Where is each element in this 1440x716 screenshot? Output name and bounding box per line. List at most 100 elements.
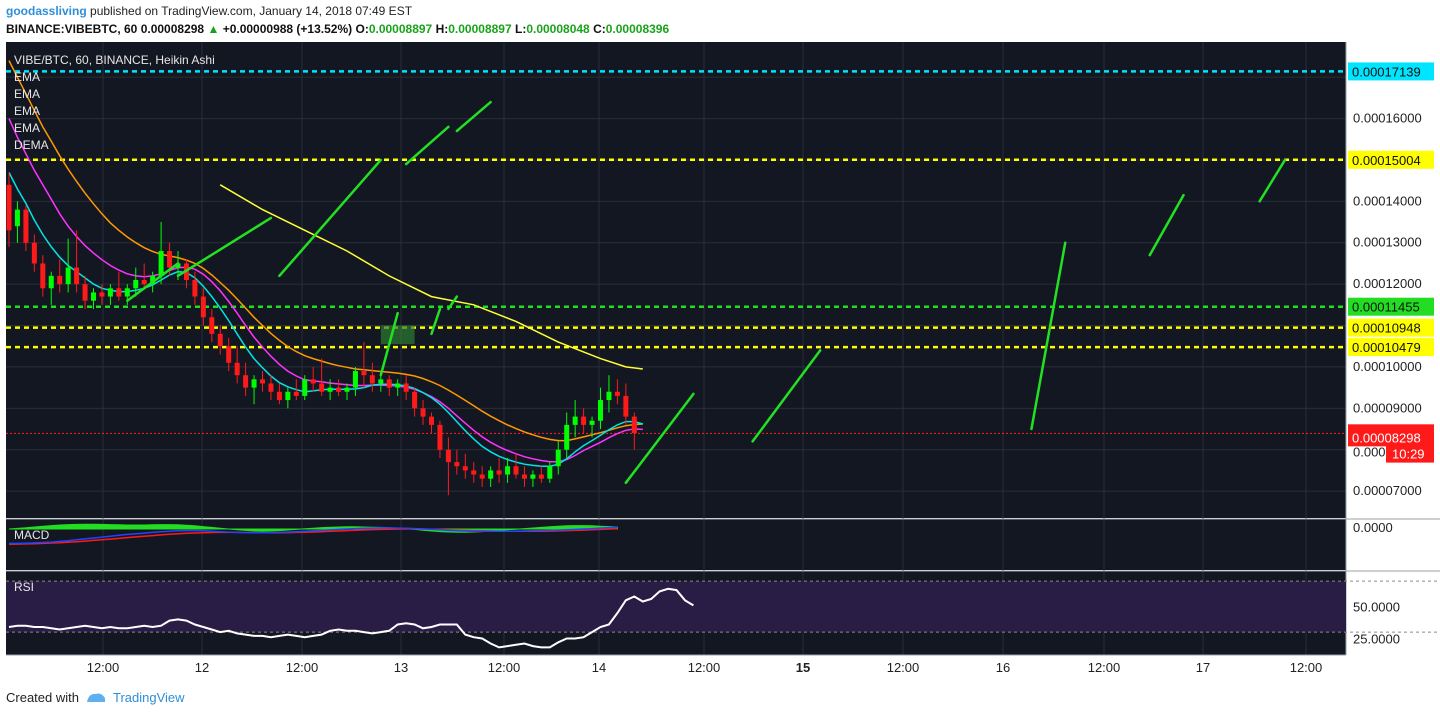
candle-bull <box>48 275 54 289</box>
candle-bear <box>462 466 468 471</box>
level-price-tag <box>1348 62 1434 81</box>
close-value: 0.00008396 <box>605 22 670 36</box>
candle-bull <box>530 474 536 479</box>
trend-segment <box>379 311 399 377</box>
y-tick-label: 0.00014000 <box>1353 193 1422 208</box>
x-tick-label: 12:00 <box>1088 660 1121 675</box>
y-tick-label: 0.00013000 <box>1353 235 1422 250</box>
candle-bull <box>327 387 333 392</box>
level-price-label: 0.00015004 <box>1352 153 1421 168</box>
rsi-line <box>8 587 694 649</box>
symbol-text: BINANCE:VIBEBTC, 60 <box>6 22 138 36</box>
candle-bull <box>133 280 139 289</box>
candle-bear <box>74 267 80 285</box>
candle-bear <box>403 383 409 392</box>
macd-pane <box>6 519 1346 570</box>
tradingview-link[interactable]: TradingView <box>112 690 185 705</box>
x-tick-label: 12 <box>195 660 209 675</box>
candle-bear <box>361 371 367 376</box>
level-price-tag <box>1348 338 1434 357</box>
candle-bull <box>150 275 156 285</box>
trend-segment <box>1030 241 1067 431</box>
indicator-legend-label: DEMA <box>14 138 49 152</box>
candle-bear <box>268 383 274 392</box>
level-price-tag <box>1348 297 1434 316</box>
candle-bear <box>31 242 37 264</box>
candle-bull <box>488 470 494 479</box>
candle-bear <box>386 379 392 388</box>
level-price-tag <box>1348 318 1434 337</box>
candle-bear <box>369 375 375 384</box>
low-value: 0.00008048 <box>526 22 590 36</box>
candle-bear <box>336 387 342 392</box>
candle-bull <box>107 288 113 297</box>
candle-bull <box>598 400 603 421</box>
candle-bear <box>6 184 12 231</box>
candle-bear <box>217 333 223 347</box>
x-tick-label: 12:00 <box>87 660 120 675</box>
up-arrow-icon: ▲ <box>207 22 220 36</box>
x-tick-label: 12:00 <box>488 660 521 675</box>
candle-bull <box>378 379 384 384</box>
candle-bull <box>572 416 578 425</box>
y-tick-label: 0.00010000 <box>1353 359 1422 374</box>
candle-bear <box>243 375 249 388</box>
ema-fast-line <box>8 172 644 468</box>
level-price-label: 0.00011455 <box>1352 300 1420 315</box>
candle-bear <box>319 383 325 392</box>
main-pane <box>6 42 1346 518</box>
trend-segment <box>751 349 822 443</box>
y-tick-label: 0.00007000 <box>1353 483 1422 498</box>
level-price-label: 0.00010948 <box>1352 321 1421 336</box>
candle-bull <box>14 209 20 227</box>
candle-bull <box>589 420 595 425</box>
rsi-y-tick-label: 50.0000 <box>1353 600 1400 615</box>
candle-bear <box>496 470 502 475</box>
open-value: 0.00008897 <box>368 22 433 36</box>
publish-info: goodassliving published on TradingView.c… <box>6 4 412 18</box>
ema-mid-line <box>8 118 643 463</box>
price-chart[interactable]: 12:00 12 12:00 13 12:00 14 12:00 15 12:00 16 12:00… <box>0 40 1440 685</box>
candle-bear <box>23 209 29 243</box>
trend-segment <box>176 216 273 278</box>
candle-bear <box>581 416 587 425</box>
rsi-label: RSI <box>14 580 34 594</box>
candle-bull <box>395 383 401 388</box>
chart-title: VIBE/BTC, 60, BINANCE, Heikin Ashi <box>14 53 215 67</box>
trend-segment <box>126 262 180 302</box>
candle-bull <box>555 449 561 467</box>
candle-bear <box>276 391 282 401</box>
last-price-label: 0.00008298 <box>1352 430 1421 445</box>
y-tick-label: 0.00016000 <box>1353 111 1422 126</box>
trend-segment <box>278 158 383 278</box>
trend-segment <box>1148 193 1185 257</box>
candle-bull <box>124 288 130 297</box>
candle-bear <box>420 408 426 417</box>
candle-bear <box>445 449 451 463</box>
change-text: +0.00000988 (+13.52%) <box>222 22 353 36</box>
candle-bull <box>302 379 308 396</box>
candle-bear <box>234 362 240 376</box>
tradingview-logo-icon <box>85 691 107 706</box>
candle-bull <box>505 466 511 475</box>
x-tick-label: 13 <box>394 660 408 675</box>
macd-line <box>9 526 618 545</box>
x-tick-label: 16 <box>996 660 1010 675</box>
candle-bear <box>192 280 198 297</box>
level-price-tag <box>1348 150 1434 169</box>
published-text: published on TradingView.com, January 14… <box>90 4 413 18</box>
footer: Created with TradingView <box>6 690 185 706</box>
candle-bull <box>251 379 257 388</box>
high-label: H: <box>435 22 449 36</box>
candle-bull <box>285 391 291 401</box>
indicator-legend-label: EMA <box>14 87 40 101</box>
candle-bear <box>200 296 206 318</box>
author-link[interactable]: goodassliving <box>6 4 87 18</box>
candle-bear <box>260 379 265 384</box>
x-tick-label: 14 <box>592 660 606 675</box>
candle-bull <box>564 424 570 450</box>
indicator-legend-label: EMA <box>14 121 40 135</box>
x-tick-label: 12:00 <box>1290 660 1323 675</box>
trend-segment <box>624 392 695 485</box>
level-price-label: 0.00017139 <box>1352 64 1421 79</box>
